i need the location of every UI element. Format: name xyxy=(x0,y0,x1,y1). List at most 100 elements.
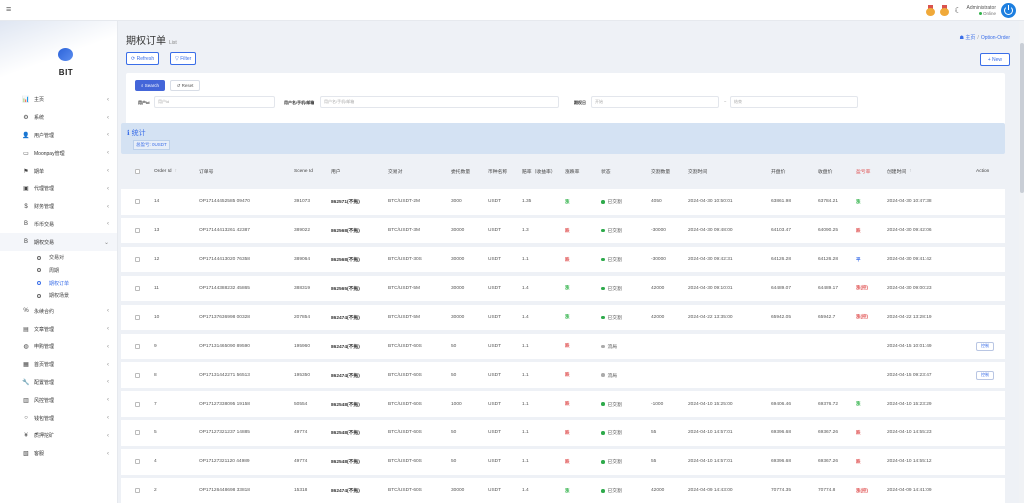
sidebar-item[interactable]: B 币币交易 ‹ xyxy=(0,216,117,234)
select-all-checkbox[interactable] xyxy=(135,168,140,174)
search-button[interactable]: ⌕ Search xyxy=(135,80,165,91)
row-checkbox-cell[interactable] xyxy=(135,189,140,215)
sidebar-item[interactable]: B 期权交易 ⌄ xyxy=(0,233,117,252)
sidebar-item[interactable]: ⚙ 系统 ‹ xyxy=(0,109,117,127)
table-row[interactable]: 5 OP17127321237 14885 49774 862548(不拖) BTC/U… xyxy=(121,420,1005,446)
table-row[interactable]: 4 OP17127321120 44989 49774 862548(不拖) BTC/U… xyxy=(121,449,1005,475)
column-header[interactable]: 币种名称 xyxy=(488,161,507,181)
table-row[interactable]: 10 OP17137636998 00328 207854 862474(不拖) BTC… xyxy=(121,304,1005,331)
row-checkbox[interactable] xyxy=(135,343,140,349)
user-info[interactable]: Administrator Online xyxy=(967,5,996,17)
row-checkbox-cell[interactable] xyxy=(135,391,140,417)
row-checkbox-cell[interactable] xyxy=(135,420,140,446)
sidebar-item[interactable]: 🔧 配置管理 ‹ xyxy=(0,374,117,392)
row-checkbox[interactable] xyxy=(135,459,140,465)
time-end-field[interactable]: 结束 xyxy=(730,96,858,108)
column-header[interactable]: 交割时间 xyxy=(688,161,707,181)
column-header[interactable]: 赔率（收益率） xyxy=(522,161,556,181)
menu-icon[interactable]: ≡ xyxy=(6,4,12,14)
row-checkbox-cell[interactable] xyxy=(135,218,140,244)
control-button[interactable]: 控制 xyxy=(976,370,994,380)
user-name-field[interactable]: 用户名/手机/邮箱 xyxy=(320,96,559,108)
table-row[interactable]: 8 OP17131442271 56513 195350 862474(不拖) BTC/… xyxy=(121,362,1005,388)
sidebar-item[interactable]: ○ 钱包管理 ‹ xyxy=(0,409,117,427)
cell-action[interactable]: 控制 xyxy=(976,362,994,388)
column-header[interactable]: 订单号 xyxy=(199,161,213,181)
column-header[interactable]: 创建时间 ↑ xyxy=(887,161,912,181)
row-checkbox[interactable] xyxy=(135,488,140,494)
column-header[interactable]: 委托数量 xyxy=(451,161,470,181)
row-checkbox[interactable] xyxy=(135,228,140,234)
scrollbar[interactable] xyxy=(1019,21,1024,503)
cell-action[interactable]: 控制 xyxy=(976,334,994,360)
row-checkbox-cell[interactable] xyxy=(135,478,140,503)
row-checkbox[interactable] xyxy=(135,372,140,378)
sidebar-item[interactable]: 👤 用户管理 ‹ xyxy=(0,127,117,145)
row-checkbox-cell[interactable] xyxy=(135,362,140,388)
filter-button[interactable]: ▽ Filter xyxy=(170,52,197,65)
column-header[interactable]: 收盘价 xyxy=(818,161,832,181)
column-header[interactable]: 盈亏率 xyxy=(856,161,870,181)
breadcrumb-home[interactable]: 主页 xyxy=(965,35,976,41)
sidebar-subitem[interactable]: 周期 xyxy=(0,264,117,277)
sidebar-item[interactable]: ▧ 客服 ‹ xyxy=(0,445,117,463)
new-button[interactable]: + New xyxy=(979,53,1010,66)
column-header[interactable]: 开盘价 xyxy=(771,161,785,181)
column-header[interactable]: 交割数量 xyxy=(651,161,670,181)
column-header[interactable]: 用户 xyxy=(331,161,341,181)
sidebar-item[interactable]: ¥ 质押挖矿 ‹ xyxy=(0,427,117,445)
select-all-checkbox-cell[interactable] xyxy=(135,161,140,181)
table-row[interactable]: 11 OP17144388232 45865 388319 862565(不拖) BTC… xyxy=(121,275,1005,302)
sidebar-subitem[interactable]: 期权订单 xyxy=(0,277,117,290)
power-icon[interactable] xyxy=(1001,3,1016,18)
sidebar-item[interactable]: ▣ 代理管理 ‹ xyxy=(0,180,117,198)
row-checkbox[interactable] xyxy=(135,285,140,291)
row-checkbox[interactable] xyxy=(135,257,140,263)
column-header[interactable]: 涨跌率 xyxy=(565,161,579,181)
refresh-button[interactable]: ⟳ Refresh xyxy=(126,52,160,65)
medal-icon[interactable] xyxy=(940,5,950,16)
row-checkbox[interactable] xyxy=(135,314,140,320)
column-header[interactable]: 状态 xyxy=(601,161,611,181)
sidebar-item[interactable]: % 永续合约 ‹ xyxy=(0,302,117,320)
row-checkbox[interactable] xyxy=(135,199,140,205)
sidebar-subitem[interactable]: 期权场景 xyxy=(0,290,117,303)
sort-icon[interactable]: ↑ xyxy=(909,168,912,174)
reset-button[interactable]: ↺ Reset xyxy=(170,80,200,91)
sidebar-item[interactable]: ▦ 首页管理 ‹ xyxy=(0,356,117,374)
row-checkbox-cell[interactable] xyxy=(135,247,140,273)
table-row[interactable]: 7 OP17127338095 19158 50554 862548(不拖) BTC/U… xyxy=(121,391,1005,417)
column-header[interactable]: Action xyxy=(976,161,989,181)
column-header[interactable]: Order Id ↑ xyxy=(154,161,177,181)
table-row[interactable]: 13 OP17144413261 42387 389022 862568(不拖) BTC… xyxy=(121,217,1005,244)
sidebar-subitem[interactable]: 交易对 xyxy=(0,251,117,264)
row-checkbox-cell[interactable] xyxy=(135,334,140,360)
table-row[interactable]: 2 OP17126448698 33818 15318 862474(不拖) BTC/U… xyxy=(121,478,1005,503)
sidebar-item[interactable]: ▤ 文章管理 ‹ xyxy=(0,320,117,338)
column-header[interactable]: Scene Id xyxy=(294,161,313,181)
moon-icon[interactable]: ☾ xyxy=(954,6,962,15)
table-row[interactable]: 9 OP17131465090 89590 195960 862474(不拖) BTC/… xyxy=(121,333,1005,360)
control-button[interactable]: 控制 xyxy=(976,341,994,351)
scrollbar-thumb[interactable] xyxy=(1019,43,1024,193)
column-header[interactable]: 交易对 xyxy=(388,161,402,181)
row-checkbox-cell[interactable] xyxy=(135,276,140,302)
sidebar-item[interactable]: ⚑ 期单 ‹ xyxy=(0,162,117,180)
time-start-field[interactable]: 开始 xyxy=(591,96,719,108)
sidebar-item[interactable]: ▥ 风控管理 ‹ xyxy=(0,391,117,409)
table-row[interactable]: 14 OP17144452585 09470 391073 862571(不拖) BTC… xyxy=(121,189,1005,215)
row-checkbox[interactable] xyxy=(135,401,140,407)
row-checkbox[interactable] xyxy=(135,430,140,436)
sidebar-item[interactable]: ▭ Moonpay管理 ‹ xyxy=(0,144,117,162)
sidebar-item[interactable]: ◍ 申购管理 ‹ xyxy=(0,338,117,356)
row-checkbox-cell[interactable] xyxy=(135,305,140,331)
sidebar-item[interactable]: $ 财务管理 ‹ xyxy=(0,198,117,216)
row-checkbox-cell[interactable] xyxy=(135,449,140,475)
sidebar-item[interactable]: 📊 主页 ‹ xyxy=(0,91,117,109)
sidebar-item-label: 客服 xyxy=(34,451,45,458)
user-id-field[interactable]: 用户id xyxy=(154,96,275,108)
home-icon[interactable]: ☗ xyxy=(959,35,965,41)
medal-icon[interactable] xyxy=(926,5,936,16)
sort-icon[interactable]: ↑ xyxy=(174,168,178,174)
table-row[interactable]: 12 OP17144413020 76358 389064 862568(不拖) BTC… xyxy=(121,246,1005,273)
